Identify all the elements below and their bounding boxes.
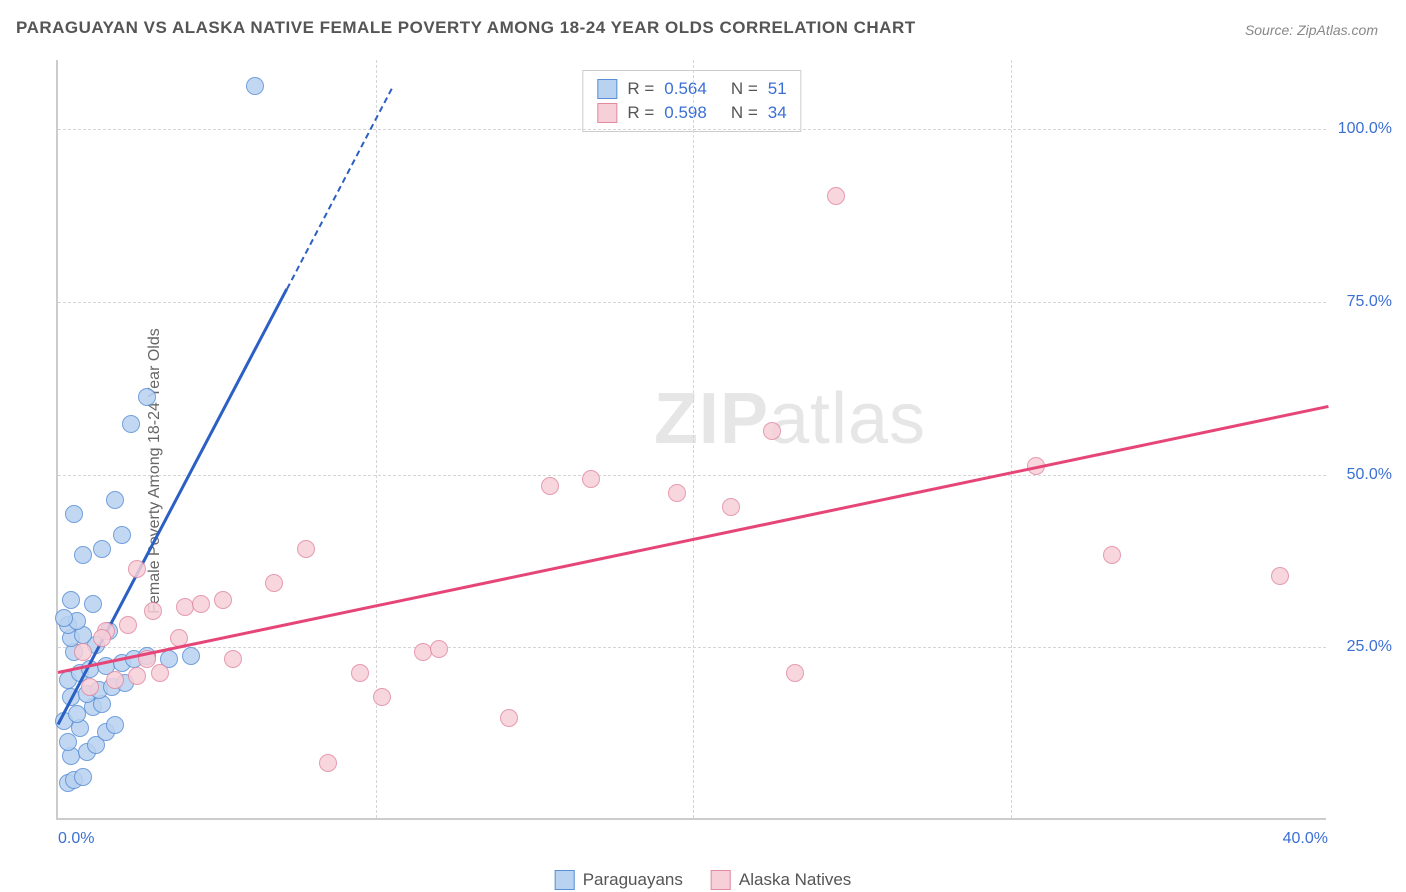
chart-container: Female Poverty Among 18-24 Year Olds ZIP… xyxy=(0,50,1406,892)
scatter-point xyxy=(827,187,845,205)
watermark: ZIPatlas xyxy=(654,378,926,460)
gridline-horizontal xyxy=(58,475,1326,476)
scatter-point xyxy=(373,688,391,706)
scatter-point xyxy=(93,540,111,558)
legend-r-label: R = xyxy=(627,79,654,99)
legend-row: R = 0.598 N = 34 xyxy=(597,101,786,125)
scatter-point xyxy=(55,609,73,627)
scatter-point xyxy=(224,650,242,668)
scatter-point xyxy=(1103,546,1121,564)
series-legend-label: Alaska Natives xyxy=(739,870,851,890)
legend-r-label: R = xyxy=(627,103,654,123)
scatter-point xyxy=(84,595,102,613)
scatter-point xyxy=(81,678,99,696)
series-legend-label: Paraguayans xyxy=(583,870,683,890)
scatter-point xyxy=(214,591,232,609)
scatter-point xyxy=(74,643,92,661)
legend-row: R = 0.564 N = 51 xyxy=(597,77,786,101)
scatter-point xyxy=(297,540,315,558)
scatter-point xyxy=(122,415,140,433)
gridline-horizontal xyxy=(58,129,1326,130)
legend-swatch xyxy=(711,870,731,890)
scatter-point xyxy=(763,422,781,440)
scatter-point xyxy=(1271,567,1289,585)
gridline-horizontal xyxy=(58,302,1326,303)
y-tick-label: 25.0% xyxy=(1347,638,1392,656)
scatter-point xyxy=(106,716,124,734)
scatter-point xyxy=(62,591,80,609)
scatter-point xyxy=(65,505,83,523)
scatter-point xyxy=(128,560,146,578)
legend-n-value: 51 xyxy=(768,79,787,99)
source-attribution: Source: ZipAtlas.com xyxy=(1245,22,1378,38)
scatter-point xyxy=(265,574,283,592)
gridline-horizontal xyxy=(58,647,1326,648)
plot-area: ZIPatlas R =0.564N =51R =0.598N =34 25.0… xyxy=(56,60,1326,820)
scatter-point xyxy=(319,754,337,772)
x-tick-label: 40.0% xyxy=(1283,830,1328,848)
scatter-point xyxy=(192,595,210,613)
gridline-vertical xyxy=(1011,60,1012,818)
scatter-point xyxy=(106,671,124,689)
scatter-point xyxy=(74,768,92,786)
scatter-point xyxy=(668,484,686,502)
legend-r-value: 0.564 xyxy=(664,79,707,99)
legend-swatch xyxy=(597,79,617,99)
scatter-point xyxy=(786,664,804,682)
y-tick-label: 50.0% xyxy=(1347,466,1392,484)
scatter-point xyxy=(182,647,200,665)
scatter-point xyxy=(541,477,559,495)
legend-swatch xyxy=(555,870,575,890)
scatter-point xyxy=(93,629,111,647)
scatter-point xyxy=(151,664,169,682)
watermark-light: atlas xyxy=(769,379,926,459)
scatter-point xyxy=(430,640,448,658)
scatter-point xyxy=(128,667,146,685)
scatter-point xyxy=(59,733,77,751)
legend-swatch xyxy=(597,103,617,123)
legend-n-label: N = xyxy=(731,103,758,123)
y-tick-label: 100.0% xyxy=(1338,120,1392,138)
scatter-point xyxy=(74,546,92,564)
legend-n-value: 34 xyxy=(768,103,787,123)
legend-r-value: 0.598 xyxy=(664,103,707,123)
scatter-point xyxy=(722,498,740,516)
x-tick-label: 0.0% xyxy=(58,830,94,848)
scatter-point xyxy=(500,709,518,727)
scatter-point xyxy=(582,470,600,488)
correlation-legend: R = 0.564 N = 51 R = 0.598 N = 34 xyxy=(582,70,801,132)
watermark-bold: ZIP xyxy=(654,379,769,459)
series-legend: Paraguayans Alaska Natives xyxy=(555,870,852,890)
legend-n-label: N = xyxy=(731,79,758,99)
scatter-point xyxy=(119,616,137,634)
chart-title: PARAGUAYAN VS ALASKA NATIVE FEMALE POVER… xyxy=(16,18,916,38)
scatter-point xyxy=(246,77,264,95)
scatter-point xyxy=(138,388,156,406)
scatter-point xyxy=(106,491,124,509)
y-tick-label: 75.0% xyxy=(1347,293,1392,311)
scatter-point xyxy=(351,664,369,682)
series-legend-item: Alaska Natives xyxy=(711,870,851,890)
scatter-point xyxy=(144,602,162,620)
series-legend-item: Paraguayans xyxy=(555,870,683,890)
gridline-vertical xyxy=(693,60,694,818)
scatter-point xyxy=(113,526,131,544)
